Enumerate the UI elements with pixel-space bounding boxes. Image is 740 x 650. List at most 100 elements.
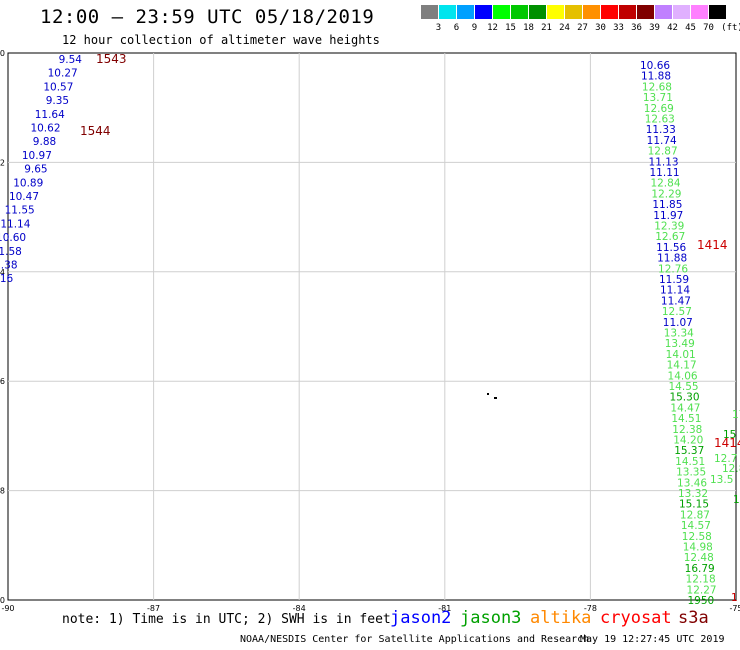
swh-value-label: 12.7 — [714, 453, 737, 465]
swh-value-label: 12.87 — [680, 509, 710, 521]
swh-value-label: 12.18 — [686, 574, 716, 586]
legend-label: 27 — [577, 23, 588, 33]
legend-swatch — [511, 5, 528, 19]
legend-label: 6 — [453, 23, 460, 33]
swh-value-label: 10.47 — [9, 191, 39, 203]
swh-value-label: 12.38 — [672, 424, 702, 436]
swh-value-label: 10.62 — [30, 123, 60, 135]
time-label: 1414 — [714, 436, 740, 450]
swh-value-label: 10.66 — [640, 60, 670, 72]
swh-value-label: 1 — [731, 592, 738, 604]
swh-value-label: 16.79 — [685, 563, 715, 575]
lat-tick-label: -20 — [0, 49, 5, 58]
legend-s3a: s3a — [678, 608, 709, 628]
legend-swatch — [601, 5, 618, 19]
lon-tick-label: -75 — [729, 604, 740, 613]
swh-value-label: 11.59 — [659, 274, 689, 286]
legend-swatch — [565, 5, 582, 19]
swh-value-label: 14.20 — [673, 435, 703, 447]
legend-label: 24 — [559, 23, 570, 33]
swh-value-label: 11.16 — [0, 273, 14, 285]
legend-swatch — [457, 5, 474, 19]
swh-value-label: 12.63 — [645, 114, 675, 126]
swh-value-label: 13.32 — [678, 488, 708, 500]
swh-value-label: 12.68 — [642, 81, 672, 93]
swh-value-label: 12.69 — [644, 103, 674, 115]
swh-value-label: 14.01 — [666, 349, 696, 361]
lat-tick-label: -30 — [0, 596, 5, 605]
timestamp: May 19 12:27:45 UTC 2019 — [580, 634, 725, 645]
swh-value-label: 11.58 — [0, 246, 22, 258]
legend-cryosat: cryosat — [600, 608, 672, 628]
lon-tick-label: -90 — [1, 604, 14, 613]
swh-value-label: 10.89 — [13, 177, 43, 189]
swh-value-label: 11.07 — [663, 317, 693, 329]
swh-value-label: 17 — [732, 409, 740, 421]
swh-value-label: 13.35 — [676, 467, 706, 479]
legend-swatch — [529, 5, 546, 19]
legend-swatch — [583, 5, 600, 19]
swh-value-label: 11.14 — [660, 285, 690, 297]
lon-tick-label: -78 — [584, 604, 597, 613]
swh-value-label: 14.47 — [670, 402, 700, 414]
legend-swatch — [673, 5, 690, 19]
swh-value-label: 12.87 — [648, 146, 678, 158]
swh-value-label: 12.27 — [687, 584, 717, 596]
swh-value-label: 11.97 — [653, 210, 683, 222]
swh-value-label: 12.67 — [655, 231, 685, 243]
swh-value-label: 12.39 — [654, 221, 684, 233]
legend-label: 15 — [505, 23, 516, 33]
swh-value-label: 14.51 — [675, 456, 705, 468]
swh-value-label: 12.29 — [651, 188, 681, 200]
legend-unit: (ft) — [721, 23, 740, 33]
legend-label: 39 — [649, 23, 660, 33]
swh-value-label: 13.5 — [710, 474, 733, 486]
lat-tick-label: -22 — [0, 158, 5, 167]
swh-value-label: 11.85 — [652, 199, 682, 211]
swh-value-label: 12.57 — [662, 306, 692, 318]
legend-label: 42 — [667, 23, 678, 33]
swh-value-label: 1 — [733, 494, 740, 506]
legend-swatch — [709, 5, 726, 19]
legend-label: 3 — [435, 23, 442, 33]
lat-tick-label: -24 — [0, 268, 5, 277]
legend-swatch — [493, 5, 510, 19]
swh-value-label: 13.71 — [643, 92, 673, 104]
swh-value-label: 12.84 — [650, 178, 680, 190]
page-subtitle: 12 hour collection of altimeter wave hei… — [62, 33, 380, 47]
swh-value-label: 15.15 — [679, 499, 709, 511]
island-marker — [494, 397, 497, 399]
credit-line: NOAA/NESDIS Center for Satellite Applica… — [240, 634, 590, 645]
swh-value-label: 12.8 — [722, 463, 740, 475]
time-label: 1543 — [96, 52, 127, 66]
legend-label: 30 — [595, 23, 606, 33]
swh-value-label: 9.65 — [24, 164, 47, 176]
legend-swatch — [655, 5, 672, 19]
swh-value-label: 11.14 — [0, 218, 30, 230]
swh-value-label: 12.48 — [684, 552, 714, 564]
swh-value-label: 11.74 — [647, 135, 677, 147]
swh-value-label: 15 — [723, 429, 736, 441]
footnote: note: 1) Time is in UTC; 2) SWH is in fe… — [62, 612, 391, 627]
legend-swatch — [439, 5, 456, 19]
legend-jason3: jason3 — [460, 608, 522, 628]
swh-value-label: 14.51 — [671, 413, 701, 425]
legend-swatch — [547, 5, 564, 19]
lon-tick-label: -87 — [147, 604, 160, 613]
swh-value-label: 11.47 — [661, 295, 691, 307]
page-title: 12:00 – 23:59 UTC 05/18/2019 — [40, 6, 375, 28]
swh-value-label: 11.11 — [650, 167, 680, 179]
swh-value-label: 14.55 — [669, 381, 699, 393]
swh-value-label: 11.64 — [35, 109, 65, 121]
legend-altika: altika — [530, 608, 592, 628]
swh-value-label: 10.27 — [48, 68, 78, 80]
legend-label: 18 — [523, 23, 534, 33]
swh-value-label: 1950 — [688, 595, 715, 607]
lat-tick-label: -28 — [0, 487, 5, 496]
swh-value-label: 10.60 — [0, 232, 26, 244]
swh-value-label: 12.58 — [682, 531, 712, 543]
swh-value-label: 14.17 — [667, 360, 697, 372]
lon-tick-label: -81 — [438, 604, 451, 613]
swh-value-label: 11.88 — [657, 253, 687, 265]
swh-value-label: 11.56 — [656, 242, 686, 254]
